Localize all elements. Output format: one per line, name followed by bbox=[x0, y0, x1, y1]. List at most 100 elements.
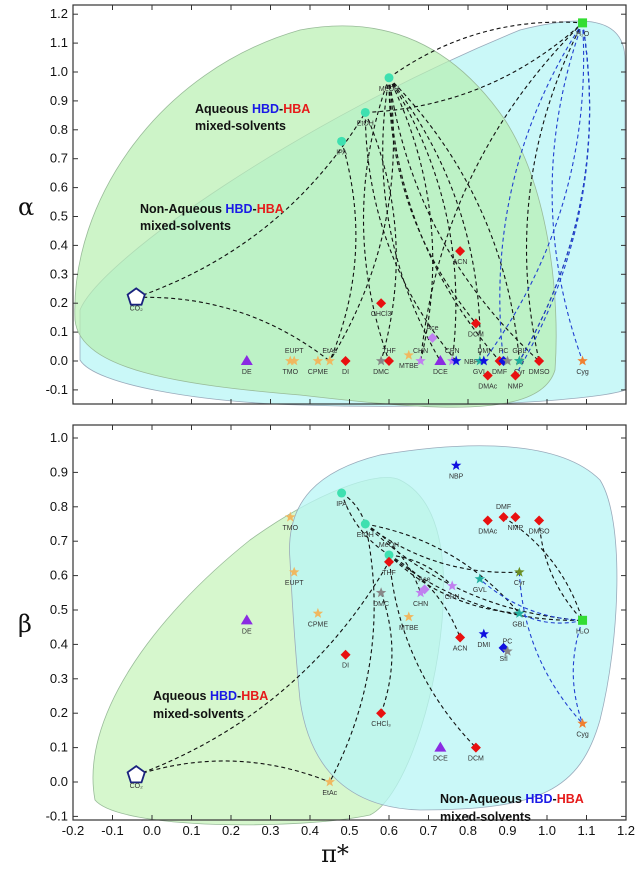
connection-line bbox=[380, 592, 393, 714]
point-label: EUPT bbox=[285, 580, 304, 587]
star-marker bbox=[478, 628, 489, 639]
data-point: CO₂ bbox=[126, 764, 146, 790]
diamond-marker bbox=[384, 556, 394, 567]
x-tick-label: -0.2 bbox=[62, 823, 84, 838]
data-point: MTBE bbox=[399, 611, 419, 632]
x-tick-label: 0.5 bbox=[340, 823, 358, 838]
data-point: EtAc bbox=[322, 776, 338, 797]
data-point: THF bbox=[382, 556, 396, 577]
diamond-marker bbox=[470, 318, 481, 329]
points: H₂O MeOH EtOH IPA CO₂ CHCl3 ACN DCM Ace DE EUPT TMO… bbox=[126, 18, 590, 390]
data-point: DMAc bbox=[478, 370, 498, 390]
point-label: DMSO bbox=[529, 369, 551, 376]
data-point: IPA bbox=[336, 136, 347, 156]
triangle-marker bbox=[240, 614, 253, 625]
connection-line bbox=[388, 77, 457, 362]
diamond-marker bbox=[340, 649, 351, 660]
data-point: GVL bbox=[473, 573, 487, 594]
point-label: DMF bbox=[496, 504, 511, 511]
connection-line bbox=[136, 760, 330, 783]
connection-line bbox=[329, 77, 395, 362]
diamond-marker bbox=[376, 298, 387, 309]
connection-line bbox=[388, 554, 453, 587]
connection-line bbox=[365, 523, 520, 614]
point-label: Sfl bbox=[499, 656, 508, 663]
star-marker bbox=[285, 511, 296, 522]
point-label: EtAc bbox=[322, 790, 337, 797]
connection-line bbox=[329, 141, 357, 362]
diamond-marker bbox=[340, 356, 351, 366]
data-point: MTBE bbox=[399, 349, 419, 370]
point-label: Ace bbox=[426, 325, 438, 332]
x-tick-label: 0.7 bbox=[419, 823, 437, 838]
star-marker bbox=[375, 587, 387, 598]
diamond-marker bbox=[455, 632, 466, 643]
star-marker bbox=[447, 355, 458, 366]
point-label: Ace bbox=[419, 576, 431, 583]
data-point: DCM bbox=[468, 318, 484, 338]
nonaqueous-region bbox=[289, 445, 618, 811]
connection-line bbox=[341, 492, 390, 556]
star-marker bbox=[312, 607, 324, 618]
connection-line bbox=[483, 22, 585, 362]
data-point: DCM bbox=[468, 742, 484, 763]
annotation-nonaqueous: Non-Aqueous HBD-HBA bbox=[140, 202, 284, 216]
star-marker bbox=[502, 645, 513, 656]
circle-marker bbox=[384, 550, 394, 560]
connection-line bbox=[388, 554, 461, 638]
star-marker bbox=[375, 355, 387, 366]
star-marker bbox=[450, 460, 462, 470]
data-point: IPA bbox=[336, 488, 347, 508]
y-tick-label: 0.4 bbox=[50, 237, 68, 252]
diamond-marker bbox=[384, 356, 394, 366]
data-point: DCE bbox=[433, 741, 448, 763]
data-point: EtOH bbox=[357, 519, 374, 539]
data-point: NMP bbox=[508, 370, 524, 390]
y-tick-label: 0.0 bbox=[50, 774, 68, 789]
point-label: DE bbox=[242, 628, 252, 635]
annotation-aqueous: Aqueous HBD-HBA bbox=[153, 689, 268, 703]
data-point: CHN bbox=[413, 348, 428, 366]
star-marker bbox=[415, 587, 426, 598]
point-label: THF bbox=[382, 348, 396, 355]
aqueous-region bbox=[74, 25, 557, 408]
star-marker bbox=[403, 611, 414, 622]
point-label: Cyr bbox=[514, 580, 526, 587]
connection-line bbox=[525, 22, 584, 362]
point-label: NMP bbox=[508, 383, 524, 390]
data-point: CO₂ bbox=[126, 287, 146, 312]
star-marker bbox=[514, 355, 525, 366]
point-label: Cyg bbox=[576, 369, 589, 376]
diamond-marker bbox=[510, 512, 521, 523]
point-label: NBP bbox=[449, 474, 464, 481]
connections bbox=[136, 21, 591, 376]
point-label: GVL bbox=[473, 587, 487, 594]
data-point: EtAc bbox=[322, 348, 338, 366]
y-tick-label: 1.1 bbox=[50, 35, 68, 50]
diamond-marker bbox=[455, 246, 466, 257]
axis-ticks: -0.1 0.0 0.1 0.2 0.3 0.4 0.5 0.6 0.7 0.8 0.9 1.0 1.1… bbox=[46, 5, 627, 404]
y-tick-label: 0.9 bbox=[50, 464, 68, 479]
y-tick-label: 0.3 bbox=[50, 671, 68, 686]
star-marker bbox=[289, 355, 300, 366]
square-marker bbox=[578, 18, 588, 28]
point-label: CPME bbox=[308, 369, 329, 376]
circle-marker bbox=[360, 519, 370, 529]
data-point: DMSO bbox=[529, 356, 551, 376]
annotation-nonaqueous-line2: mixed-solvents bbox=[140, 219, 231, 233]
star-marker bbox=[324, 355, 335, 366]
connection-line bbox=[388, 554, 583, 621]
point-label: DMAc bbox=[478, 529, 498, 536]
data-point: CHCl₃ bbox=[371, 708, 391, 728]
data-point: DMSO bbox=[529, 515, 550, 536]
data-point: EtOH bbox=[357, 107, 374, 127]
y-tick-label: 0.1 bbox=[50, 324, 68, 339]
point-label: CO₂ bbox=[130, 783, 144, 790]
data-point: H₂O bbox=[576, 18, 590, 38]
connection-line bbox=[136, 112, 366, 298]
data-point: DE bbox=[240, 355, 253, 376]
point-label: DE bbox=[242, 369, 252, 376]
point-label: DMI bbox=[477, 642, 490, 649]
point-label: IPA bbox=[336, 149, 347, 156]
